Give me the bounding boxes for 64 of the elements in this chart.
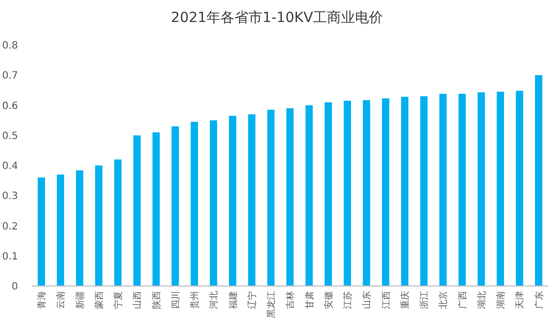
bar bbox=[362, 100, 370, 286]
bar bbox=[401, 96, 408, 286]
x-tick-label: 河北 bbox=[208, 291, 220, 309]
chart-title: 2021年各省市1-10KV工商业电价 bbox=[170, 10, 384, 26]
bar bbox=[478, 92, 485, 286]
bar bbox=[534, 75, 542, 286]
x-tick-label: 吉林 bbox=[285, 291, 296, 309]
x-tick-label: 广西 bbox=[457, 291, 468, 309]
y-tick-label: 0.4 bbox=[2, 161, 18, 172]
x-tick-label: 广东 bbox=[534, 291, 545, 309]
x-tick-label: 甘肃 bbox=[304, 291, 316, 309]
x-tick-label: 湖北 bbox=[476, 291, 488, 309]
x-tick-label: 重庆 bbox=[400, 291, 411, 309]
x-tick-label: 宁夏 bbox=[113, 291, 124, 309]
x-tick-label: 新疆 bbox=[74, 291, 86, 309]
x-tick-label: 江苏 bbox=[342, 291, 354, 309]
y-tick-label: 0.1 bbox=[2, 251, 18, 262]
bar bbox=[516, 90, 524, 286]
bar bbox=[190, 122, 198, 286]
x-tick-label: 陕西 bbox=[151, 291, 162, 309]
bar bbox=[344, 100, 352, 286]
bar bbox=[248, 114, 256, 286]
x-tick-label: 贵州 bbox=[190, 291, 201, 309]
x-tick-label: 湖南 bbox=[496, 291, 507, 309]
x-tick-label: 山东 bbox=[362, 291, 373, 309]
y-tick-label: 0.6 bbox=[2, 100, 18, 112]
x-tick-label: 浙江 bbox=[419, 291, 430, 309]
bar bbox=[76, 170, 84, 286]
bar bbox=[382, 98, 390, 286]
bar bbox=[210, 120, 218, 286]
bar bbox=[305, 105, 313, 286]
bar bbox=[172, 126, 179, 286]
y-tick-label: 0.3 bbox=[2, 191, 18, 202]
x-tick-label: 江西 bbox=[380, 291, 392, 309]
bar bbox=[95, 166, 102, 286]
x-tick-label: 云南 bbox=[56, 291, 67, 309]
y-tick-label: 0 bbox=[12, 282, 18, 292]
bar bbox=[228, 116, 236, 286]
bar bbox=[439, 94, 447, 286]
bar bbox=[152, 132, 160, 286]
bar bbox=[38, 178, 46, 286]
bar bbox=[267, 110, 275, 286]
y-tick-label: 0.8 bbox=[2, 40, 18, 52]
x-tick-label: 四川 bbox=[170, 291, 182, 309]
x-tick-label: 黑龙江 bbox=[266, 291, 278, 318]
bar bbox=[56, 174, 64, 286]
x-tick-label: 蒙西 bbox=[94, 291, 105, 309]
bar bbox=[286, 108, 294, 286]
bar bbox=[324, 102, 332, 286]
x-tick-label: 安徽 bbox=[323, 291, 334, 309]
x-tick-label: 天津 bbox=[514, 291, 526, 309]
bar bbox=[114, 159, 122, 286]
x-tick-label: 青海 bbox=[36, 291, 48, 309]
x-tick-label: 辽宁 bbox=[246, 291, 258, 309]
bar bbox=[458, 94, 466, 286]
y-tick-label: 0.2 bbox=[2, 221, 18, 232]
bar bbox=[133, 135, 141, 286]
x-tick-label: 福建 bbox=[228, 291, 239, 309]
y-tick-label: 0.7 bbox=[2, 70, 18, 82]
x-tick-label: 北京 bbox=[438, 291, 450, 309]
x-tick-label: 山西 bbox=[132, 291, 144, 309]
y-tick-label: 0.5 bbox=[2, 130, 18, 142]
bar bbox=[496, 92, 504, 286]
bar bbox=[420, 96, 428, 286]
